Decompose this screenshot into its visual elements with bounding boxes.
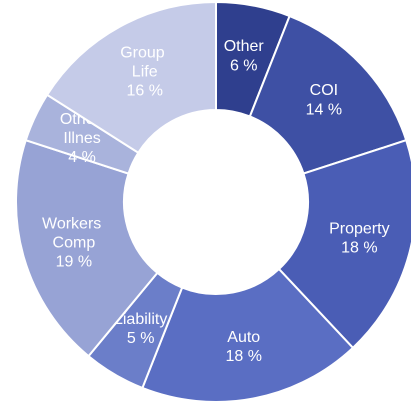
value-label: 19 % bbox=[56, 254, 92, 271]
segment-label: Workers Comp bbox=[42, 216, 106, 252]
value-label: 6 % bbox=[230, 57, 258, 74]
segment-label: COI bbox=[310, 82, 338, 99]
donut-segment bbox=[277, 138, 411, 350]
value-label: 14 % bbox=[306, 101, 342, 118]
value-label: 18 % bbox=[225, 348, 261, 365]
donut-segment bbox=[141, 267, 355, 403]
segment-label: Group Life bbox=[120, 45, 169, 81]
segment-label-line: Other bbox=[224, 38, 265, 55]
donut-segment bbox=[15, 138, 159, 358]
segment-label: Auto bbox=[227, 329, 260, 346]
segment-label-line: Illnes bbox=[63, 130, 100, 147]
segment-label-line: Comp bbox=[53, 235, 96, 252]
segment-label-line: Workers bbox=[42, 216, 106, 233]
segment-label-line: Liability bbox=[114, 311, 167, 328]
segment-label-line: Group bbox=[120, 45, 169, 62]
segment-label-line: COI bbox=[310, 82, 338, 99]
value-label: 4 % bbox=[68, 149, 96, 166]
value-label: 5 % bbox=[127, 330, 155, 347]
donut-segment bbox=[45, 0, 217, 155]
segment-label-line: Property bbox=[329, 221, 389, 238]
segment-label: Property bbox=[329, 221, 389, 238]
value-label: 18 % bbox=[341, 240, 377, 257]
segment-label-line: Life bbox=[132, 64, 158, 81]
segment-label-line: Auto bbox=[227, 329, 260, 346]
value-label: 16 % bbox=[126, 83, 162, 100]
segment-label: Other bbox=[224, 38, 265, 55]
segment-label: Liability bbox=[114, 311, 167, 328]
